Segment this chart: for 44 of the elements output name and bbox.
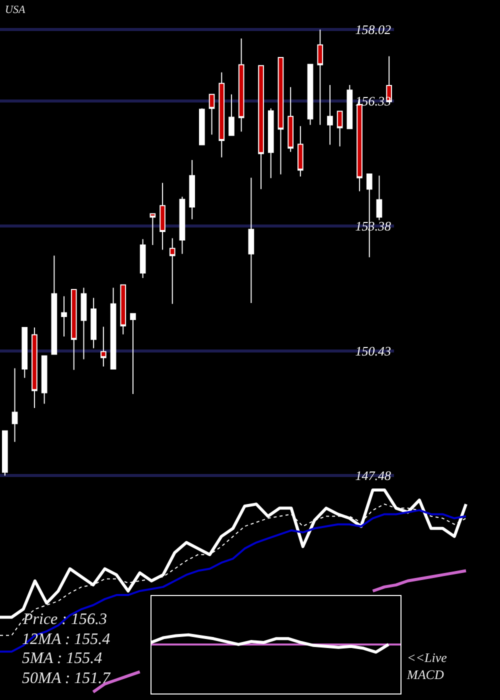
candlestick [51, 255, 58, 355]
annotation: 50MA : 151.7 [22, 670, 112, 687]
candlestick [199, 108, 205, 146]
annotation: 5MA : 155.4 [22, 650, 102, 667]
candlestick [189, 159, 195, 220]
candlestick [22, 327, 28, 378]
candlestick [258, 65, 264, 190]
candlestick [70, 288, 77, 370]
candlestick [336, 110, 343, 147]
candlestick [12, 368, 18, 442]
candlestick [2, 430, 8, 476]
y-tick-label: 150.43 [355, 343, 392, 358]
candlestick [208, 94, 215, 136]
candlestick [248, 177, 254, 304]
chart-title: USA [5, 4, 26, 16]
candlestick [327, 84, 333, 146]
candlestick [130, 313, 136, 394]
candlestick [317, 29, 324, 126]
candlestick [61, 296, 67, 337]
candlestick [268, 108, 274, 179]
candlestick [140, 238, 146, 279]
candlestick [120, 284, 126, 335]
candlestick [288, 86, 294, 152]
candlestick [346, 84, 353, 130]
candlestick [169, 238, 176, 304]
candlestick [150, 213, 156, 246]
annotation: <<Live MACD [406, 650, 448, 682]
candlestick [179, 196, 186, 254]
candlestick [376, 175, 382, 221]
candlestick [90, 297, 96, 349]
candlestick [228, 94, 234, 136]
candlestick [298, 126, 304, 177]
candlestick [278, 57, 284, 175]
candlestick [307, 64, 314, 126]
candlestick [32, 327, 38, 408]
candlestick [218, 72, 225, 158]
candlestick [41, 355, 48, 404]
candlestick [100, 326, 106, 367]
candlestick [110, 287, 116, 370]
y-tick-label: 158.02 [355, 22, 392, 38]
candlestick [238, 38, 244, 132]
candlestick [160, 182, 166, 250]
y-tick-label: 147.48 [355, 468, 392, 484]
candlestick [80, 287, 87, 360]
